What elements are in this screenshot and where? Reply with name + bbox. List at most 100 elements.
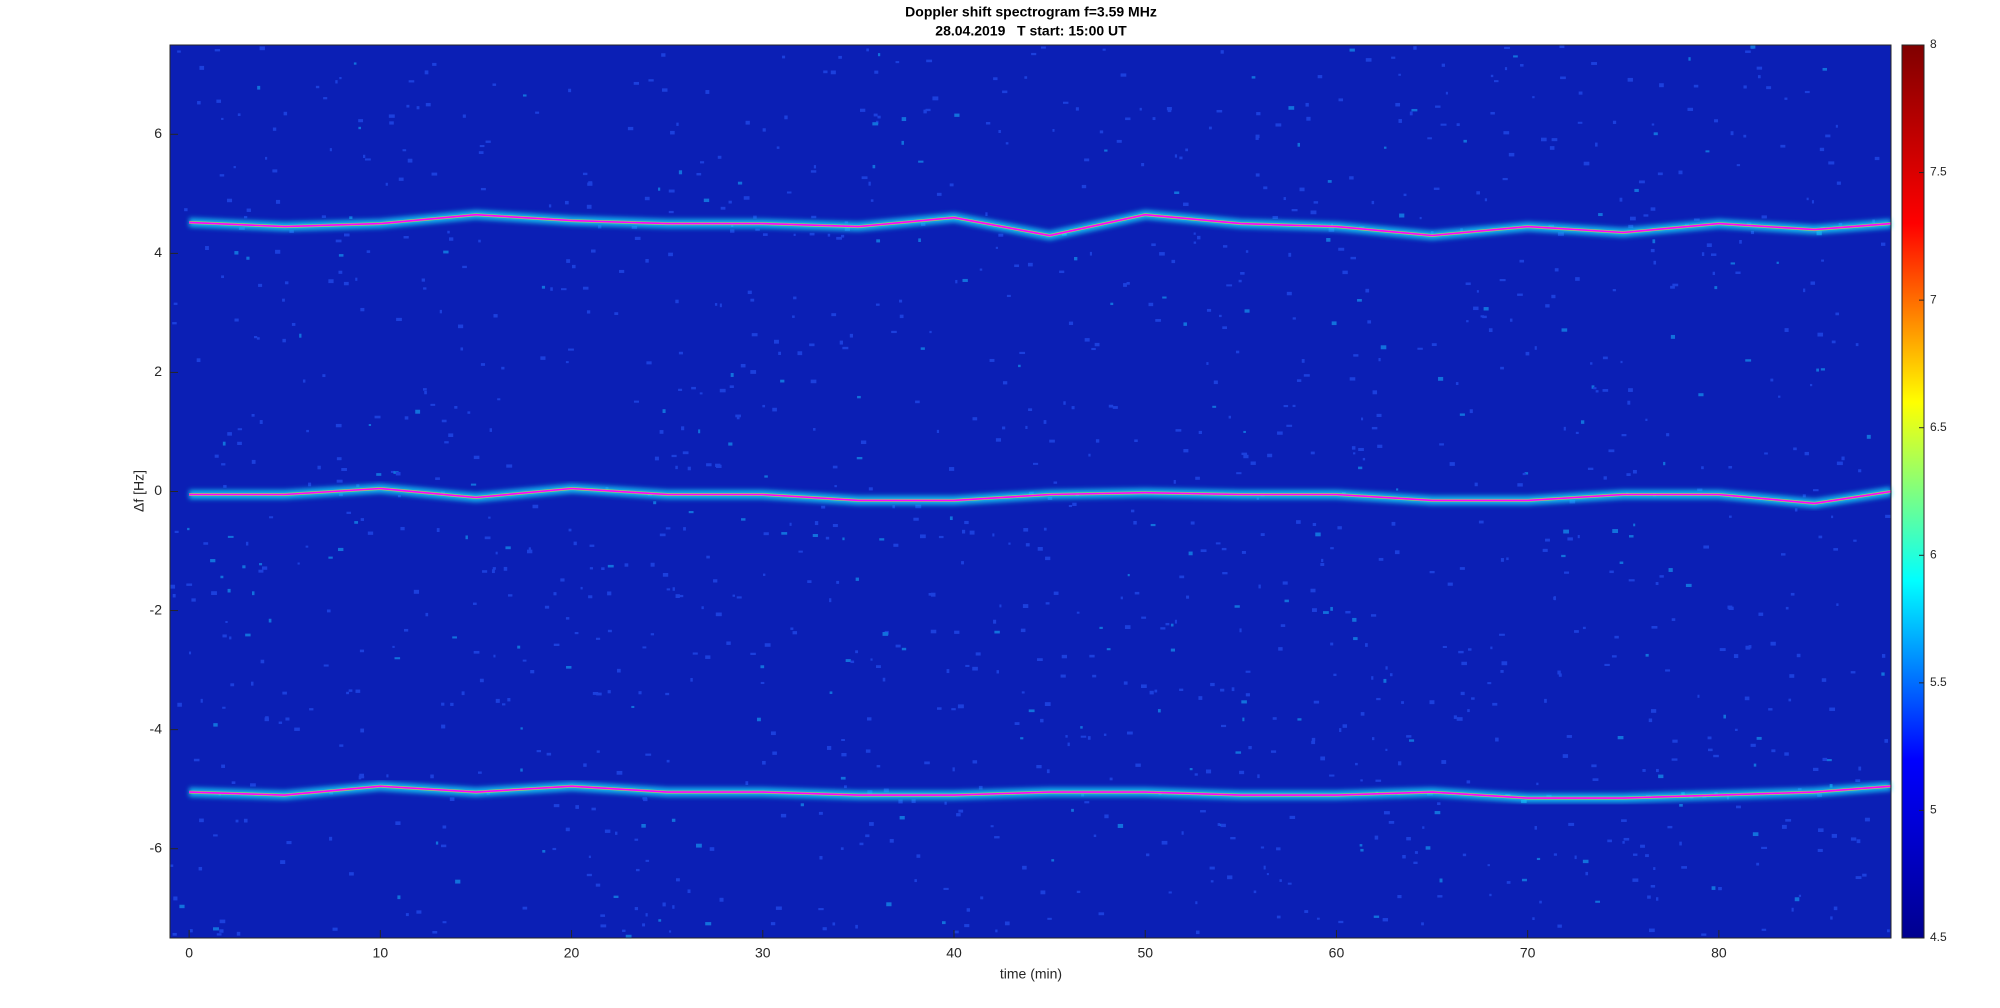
colorbar-tick-label: 5 [1930,803,1937,817]
noise-speck [926,59,933,63]
noise-speck [1284,599,1289,603]
noise-speck [1788,698,1792,702]
noise-speck [349,872,354,876]
noise-speck [1371,737,1375,741]
noise-speck [832,524,838,528]
noise-speck [1174,154,1178,158]
noise-speck [832,465,838,469]
noise-speck [1221,547,1227,551]
noise-speck [432,931,438,934]
noise-speck [814,521,819,526]
noise-speck [256,337,260,340]
noise-speck [1719,648,1726,652]
noise-speck [1068,504,1072,508]
noise-speck [1360,779,1363,782]
noise-speck [1756,862,1760,866]
noise-speck [1241,452,1248,456]
noise-speck [1045,602,1050,605]
noise-speck [1794,508,1798,512]
noise-speck [1651,123,1655,126]
noise-speck [1149,690,1154,695]
noise-speck [282,338,286,343]
noise-speck [998,129,1001,133]
noise-speck [1595,390,1599,393]
noise-speck [1375,779,1382,782]
noise-speck [1728,606,1734,611]
noise-speck [872,122,879,126]
noise-speck [1484,198,1488,202]
noise-speck [1306,116,1311,121]
noise-speck [1374,835,1379,840]
noise-speck [1051,859,1055,862]
noise-speck [597,225,602,229]
noise-speck [479,145,485,148]
noise-speck [1043,420,1047,424]
noise-speck [448,433,454,437]
colorbar-tick-label: 6 [1930,547,1937,561]
noise-speck [536,750,541,753]
noise-speck [1729,515,1732,518]
noise-speck [1385,666,1388,670]
noise-speck [1665,669,1671,672]
noise-speck [501,703,506,706]
noise-speck [642,797,648,800]
noise-speck [1043,527,1047,531]
noise-speck [918,160,924,163]
noise-speck [875,665,881,668]
noise-speck [635,868,640,872]
noise-speck [589,544,595,547]
noise-speck [954,113,960,117]
noise-speck [1855,876,1862,880]
noise-speck [728,442,733,446]
noise-speck [841,234,845,238]
noise-speck [1380,345,1387,350]
noise-speck [678,170,683,175]
noise-speck [901,140,904,145]
noise-speck [966,908,970,912]
noise-speck [588,855,591,859]
noise-speck [592,691,599,695]
noise-speck [1260,533,1265,537]
noise-speck [1174,619,1177,624]
noise-speck [189,929,193,933]
noise-speck [772,751,777,755]
noise-speck [1014,264,1020,268]
noise-speck [1697,488,1703,492]
noise-speck [818,908,824,911]
colorbar-tick-label: 7 [1930,292,1937,306]
noise-speck [1539,900,1542,904]
noise-speck [701,606,704,610]
noise-speck [449,237,454,241]
noise-speck [1358,466,1363,470]
noise-speck [879,538,885,541]
noise-speck [1502,177,1508,181]
noise-speck [1045,556,1051,561]
noise-speck [829,598,832,603]
noise-speck [306,429,309,433]
noise-speck [764,643,771,647]
noise-speck [435,841,439,845]
noise-speck [1803,288,1806,293]
noise-speck [1607,839,1612,843]
noise-speck [1836,461,1843,466]
noise-speck [1031,52,1037,56]
noise-speck [553,804,560,808]
noise-speck [930,592,936,597]
noise-speck [335,80,338,84]
noise-speck [676,122,679,126]
noise-speck [1671,758,1678,761]
noise-speck [358,126,362,130]
noise-speck [978,785,983,790]
noise-speck [404,628,409,632]
noise-speck [920,534,926,539]
noise-speck [328,279,334,284]
noise-speck [895,644,901,648]
noise-speck [1022,865,1027,870]
noise-speck [1245,670,1251,673]
noise-speck [735,414,741,418]
noise-speck [1238,279,1242,283]
noise-speck [1429,700,1435,705]
noise-speck [1761,928,1767,931]
noise-speck [1228,415,1231,419]
noise-speck [952,767,955,772]
